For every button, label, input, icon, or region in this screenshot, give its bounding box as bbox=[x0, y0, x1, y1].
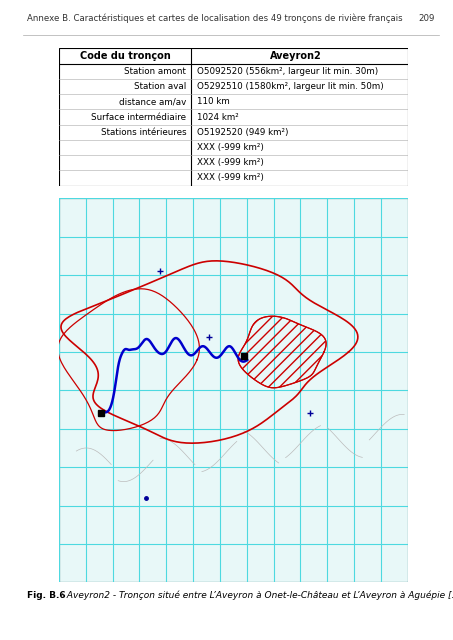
Text: 1024 km²: 1024 km² bbox=[197, 113, 238, 122]
Text: : Aveyron2 - Tronçon situé entre L’Aveyron à Onet-le-Château et L’Aveyron à Agué: : Aveyron2 - Tronçon situé entre L’Aveyr… bbox=[61, 591, 453, 600]
Text: XXX (-999 km²): XXX (-999 km²) bbox=[197, 143, 264, 152]
Text: 209: 209 bbox=[419, 14, 435, 23]
Text: Code du tronçon: Code du tronçon bbox=[80, 51, 170, 61]
Text: Annexe B. Caractéristiques et cartes de localisation des 49 tronçons de rivière : Annexe B. Caractéristiques et cartes de … bbox=[27, 14, 403, 24]
Text: Surface intermédiaire: Surface intermédiaire bbox=[91, 113, 186, 122]
Text: XXX (-999 km²): XXX (-999 km²) bbox=[197, 158, 264, 167]
Text: Station aval: Station aval bbox=[134, 82, 186, 91]
Text: O5192520 (949 km²): O5192520 (949 km²) bbox=[197, 128, 288, 137]
Text: Stations intérieures: Stations intérieures bbox=[101, 128, 186, 137]
Text: 110 km: 110 km bbox=[197, 97, 229, 106]
Text: Station amont: Station amont bbox=[124, 67, 186, 76]
Text: Fig. B.6: Fig. B.6 bbox=[27, 591, 66, 600]
Text: distance am/av: distance am/av bbox=[119, 97, 186, 106]
Text: Aveyron2: Aveyron2 bbox=[270, 51, 322, 61]
Text: O5092520 (556km², largeur lit min. 30m): O5092520 (556km², largeur lit min. 30m) bbox=[197, 67, 378, 76]
Text: O5292510 (1580km², largeur lit min. 50m): O5292510 (1580km², largeur lit min. 50m) bbox=[197, 82, 383, 91]
Text: XXX (-999 km²): XXX (-999 km²) bbox=[197, 173, 264, 182]
